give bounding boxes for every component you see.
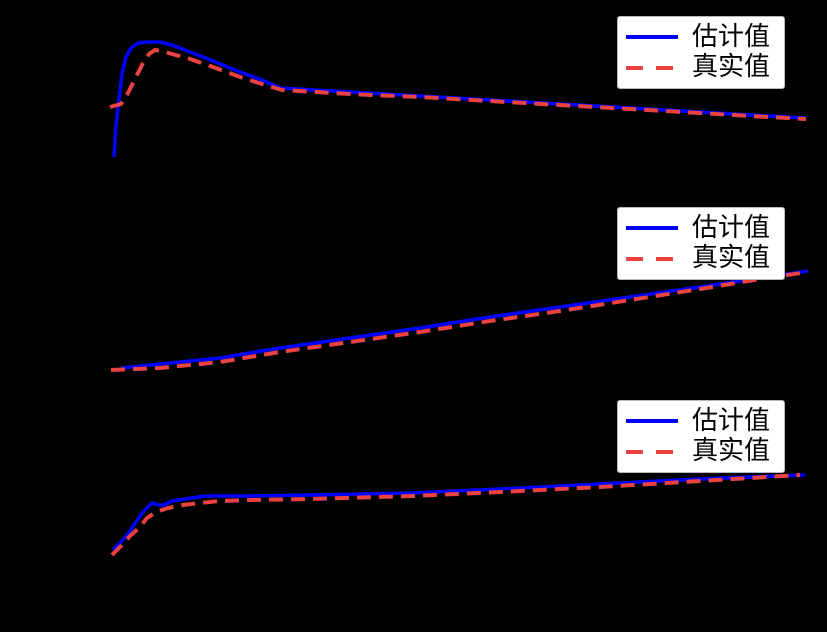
estimate-line-swatch	[626, 419, 678, 424]
legend-row-estimate: 估计值	[626, 405, 776, 436]
legend-truth-label: 真实值	[692, 52, 771, 82]
panel-2-truth-line	[110, 270, 809, 372]
panel-3-estimate-line	[111, 473, 806, 552]
truth-line-swatch	[626, 256, 678, 261]
legend-middle-panel: 估计值 真实值	[617, 207, 785, 280]
legend-estimate-label: 估计值	[692, 212, 771, 243]
legend-row-estimate: 估计值	[626, 212, 776, 243]
legend-truth-label: 真实值	[692, 243, 771, 273]
legend-row-truth: 真实值	[626, 243, 776, 273]
panel-3-truth-line	[110, 473, 801, 557]
panel-1-truth-line	[109, 48, 807, 121]
legend-estimate-label: 估计值	[692, 21, 771, 52]
truth-line-swatch	[626, 65, 678, 70]
estimate-line-swatch	[626, 226, 678, 231]
truth-line-swatch	[626, 449, 678, 454]
legend-top-panel: 估计值 真实值	[617, 16, 785, 89]
legend-row-truth: 真实值	[626, 436, 776, 466]
legend-estimate-label: 估计值	[692, 405, 771, 436]
estimate-line-swatch	[626, 35, 678, 40]
legend-row-estimate: 估计值	[626, 21, 776, 52]
legend-truth-label: 真实值	[692, 436, 771, 466]
legend-bottom-panel: 估计值 真实值	[617, 400, 785, 473]
panel-2-estimate-line	[120, 269, 809, 370]
legend-row-truth: 真实值	[626, 52, 776, 82]
